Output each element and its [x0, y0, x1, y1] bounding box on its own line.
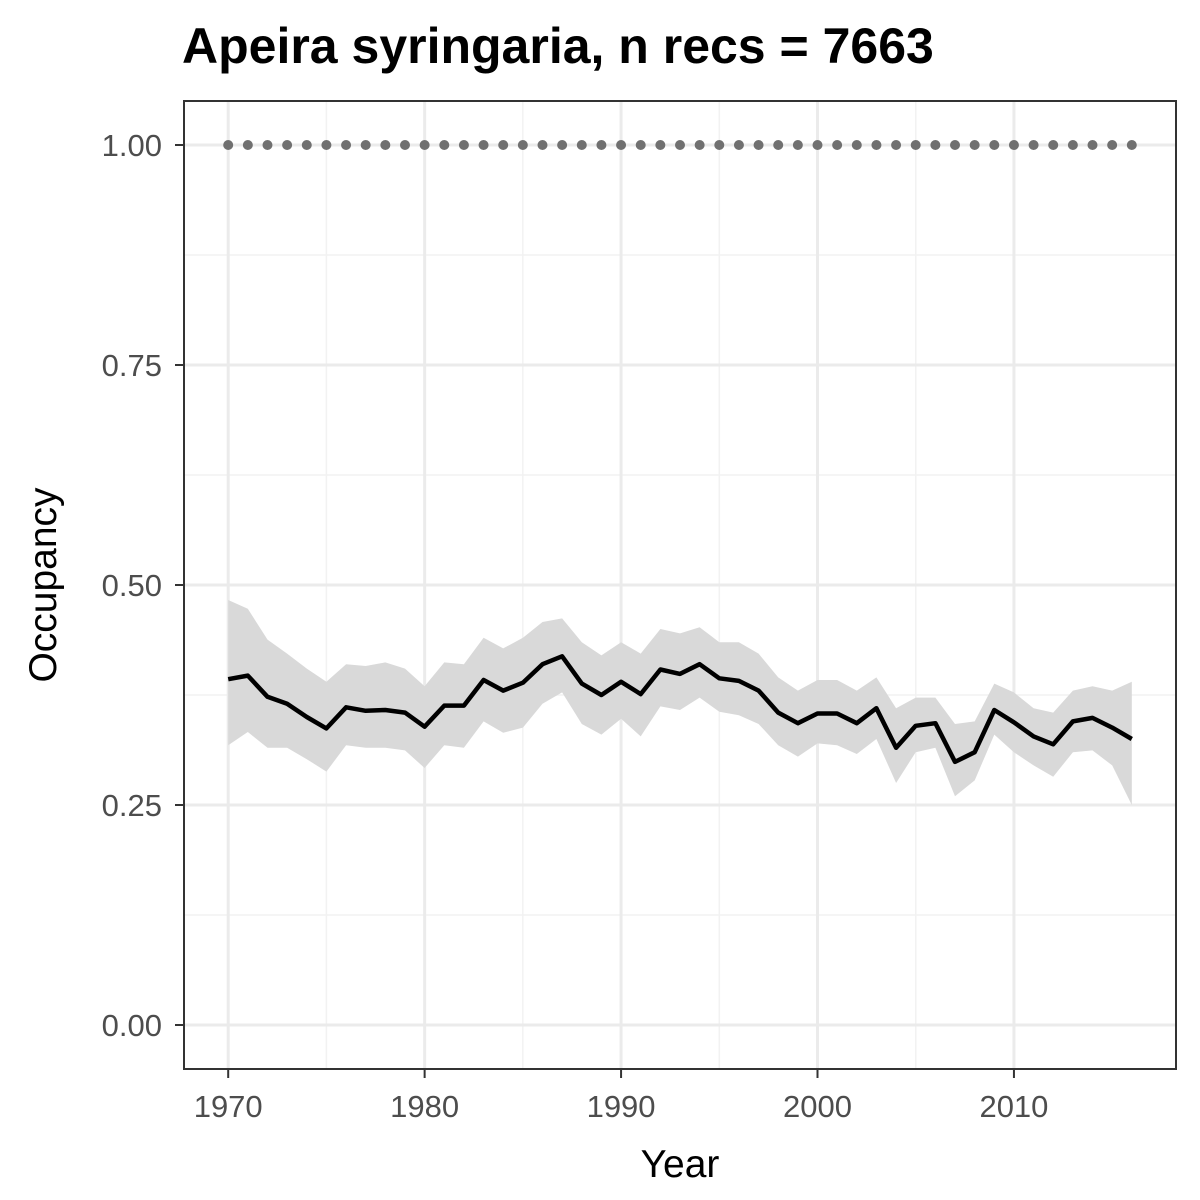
- reference-point: [655, 140, 666, 150]
- y-axis-title: Occupancy: [22, 487, 65, 683]
- reference-point: [891, 140, 902, 150]
- y-tick-label: 0.50: [102, 568, 162, 603]
- y-axis: 0.00 0.25 0.50 0.75 1.00: [102, 128, 184, 1043]
- reference-points: [223, 140, 1137, 150]
- reference-point: [930, 140, 941, 150]
- reference-point: [969, 140, 980, 150]
- reference-point: [537, 140, 548, 150]
- x-tick-label: 2000: [783, 1089, 852, 1124]
- confidence-band: [228, 600, 1132, 805]
- reference-point: [675, 140, 685, 150]
- occupancy-line: [227, 654, 1133, 765]
- reference-point: [773, 140, 784, 150]
- reference-point: [517, 140, 528, 150]
- reference-point: [694, 140, 705, 150]
- chart-title: Apeira syringaria, n recs = 7663: [182, 18, 934, 74]
- reference-point: [262, 140, 273, 150]
- reference-point: [557, 140, 568, 150]
- x-tick-label: 1970: [194, 1089, 263, 1124]
- y-tick-label: 0.75: [102, 348, 162, 383]
- reference-point: [380, 140, 391, 150]
- reference-point: [714, 140, 725, 150]
- reference-point: [871, 140, 882, 150]
- reference-point: [223, 140, 234, 150]
- y-tick-label: 1.00: [102, 128, 162, 163]
- reference-point: [341, 140, 352, 150]
- reference-point: [753, 140, 764, 150]
- reference-point: [576, 140, 587, 150]
- reference-point: [321, 140, 332, 150]
- reference-point: [910, 140, 921, 150]
- reference-point: [458, 140, 469, 150]
- reference-point: [498, 140, 509, 150]
- reference-point: [1028, 140, 1039, 150]
- x-tick-label: 1990: [587, 1089, 656, 1124]
- reference-point: [1107, 140, 1118, 150]
- reference-point: [950, 140, 961, 150]
- x-axis: 1970 1980 1990 2000 2010: [194, 1069, 1048, 1124]
- reference-point: [635, 140, 646, 150]
- reference-point: [478, 140, 489, 150]
- grid-lines: [184, 101, 1176, 1069]
- reference-point: [596, 140, 607, 150]
- reference-point: [616, 140, 627, 150]
- reference-point: [989, 140, 1000, 150]
- reference-point: [1087, 140, 1098, 150]
- reference-point: [419, 140, 430, 150]
- reference-point: [832, 140, 843, 150]
- reference-point: [792, 140, 803, 150]
- reference-point: [1067, 140, 1078, 150]
- y-tick-label: 0.25: [102, 788, 162, 823]
- reference-point: [301, 140, 312, 150]
- reference-point: [360, 140, 371, 150]
- mean-occupancy-line: [227, 654, 1133, 765]
- reference-point: [439, 140, 450, 150]
- reference-point: [851, 140, 862, 150]
- x-axis-title: Year: [641, 1143, 720, 1186]
- reference-point: [399, 140, 410, 150]
- y-tick-label: 0.00: [102, 1008, 162, 1043]
- reference-point: [282, 140, 293, 150]
- reference-point: [733, 140, 744, 150]
- confidence-ribbon: [228, 600, 1132, 805]
- x-tick-label: 1980: [390, 1089, 459, 1124]
- reference-point: [1008, 140, 1019, 150]
- reference-point: [1126, 140, 1137, 150]
- reference-point: [1048, 140, 1059, 150]
- reference-point: [242, 140, 253, 150]
- reference-point: [812, 140, 823, 150]
- x-tick-label: 2010: [979, 1089, 1048, 1124]
